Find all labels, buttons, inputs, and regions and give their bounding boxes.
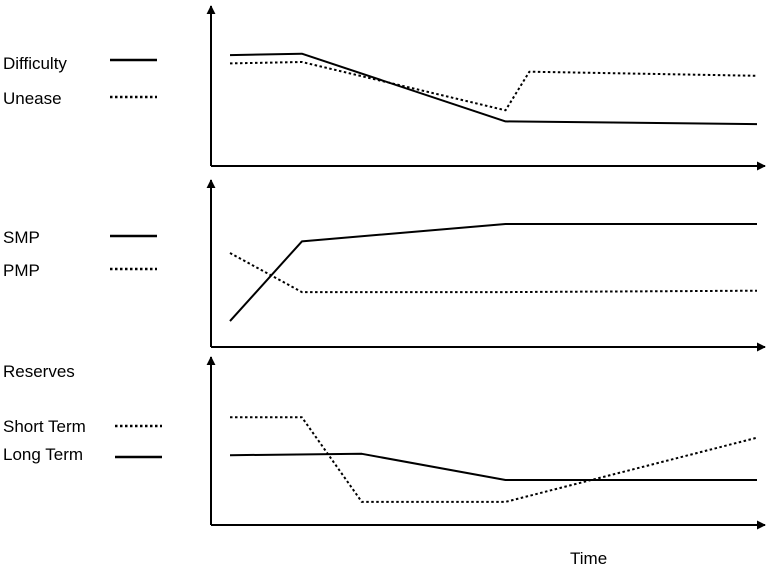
series-line-difficulty — [229, 52, 758, 126]
panel-3: Reserves Short Term Long Term Time — [3, 356, 766, 568]
legend-label-smp: SMP — [3, 228, 40, 247]
series-line-unease — [229, 61, 758, 112]
panel-2-legend: SMP PMP — [3, 228, 157, 280]
panel-1-lines — [229, 52, 758, 126]
legend-label-long-term: Long Term — [3, 445, 83, 464]
legend-label-short-term: Short Term — [3, 417, 86, 436]
legend-label-difficulty: Difficulty — [3, 54, 67, 73]
series-line-long-term — [229, 452, 757, 481]
series-line-short-term — [230, 416, 758, 503]
legend-label-pmp: PMP — [3, 261, 40, 280]
series-line-smp — [229, 223, 757, 322]
panel-2: SMP PMP — [3, 179, 766, 352]
panel-1-legend: Difficulty Unease — [3, 54, 157, 108]
panel-3-legend: Short Term Long Term — [3, 417, 162, 464]
panel-2-lines — [229, 223, 758, 322]
panel-1: Difficulty Unease — [3, 5, 766, 171]
series-line-pmp — [229, 252, 758, 294]
panel-3-lines — [229, 416, 758, 503]
x-axis-label-time: Time — [570, 549, 607, 568]
legend-label-unease: Unease — [3, 89, 62, 108]
panel-3-title: Reserves — [3, 362, 75, 381]
